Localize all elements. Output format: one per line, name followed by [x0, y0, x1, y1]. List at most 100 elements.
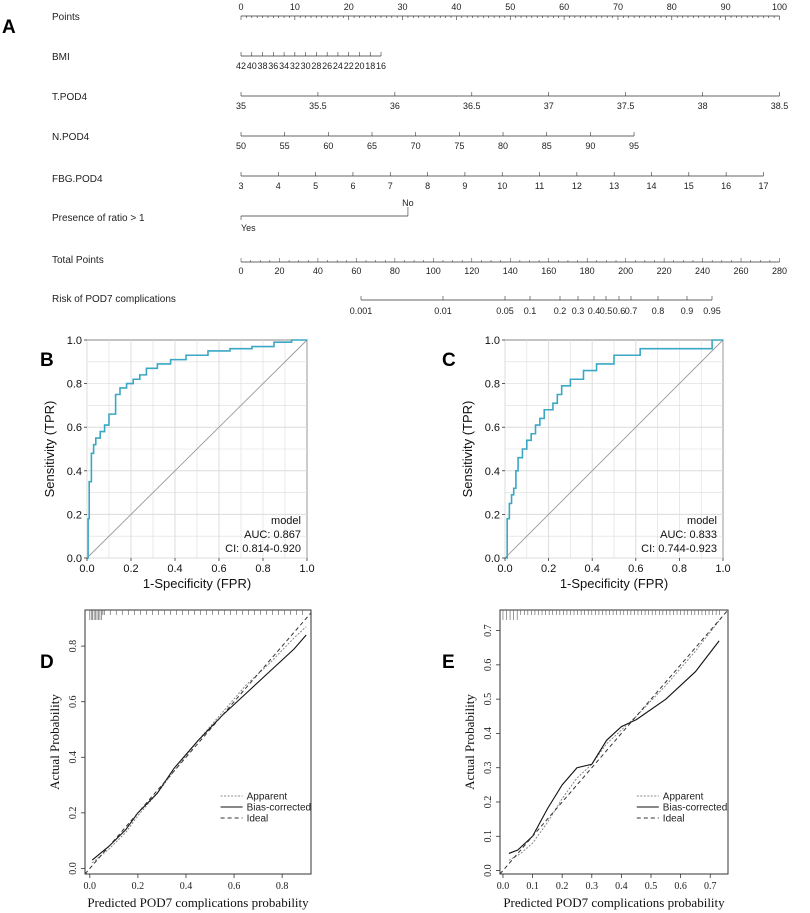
points-tick-label: 80: [667, 2, 677, 12]
legend-title: model: [271, 515, 301, 527]
y-tick-label: 0.4: [68, 751, 79, 764]
nomogram-tick-label: 30: [301, 61, 311, 71]
calibration-chart-d: 0.0 0.2 0.4 0.6 0.8 0.0 0.2 0.4 0.6 0.8 Predicted …: [47, 609, 312, 910]
y-tick-label: 0.1: [483, 830, 494, 843]
y-tick-label: 0.3: [483, 761, 494, 774]
risk-tick-label: 0.3: [572, 306, 585, 316]
x-axis-title: Predicted POD7 complications probability: [87, 895, 309, 910]
x-axis-title: 1-Specificity (FPR): [143, 576, 251, 591]
total-tick-label: 0: [238, 266, 243, 276]
y-tick-label: 0.6: [68, 695, 79, 708]
nomogram-tick-label: 65: [367, 141, 377, 151]
nomogram-tick-label: 35: [236, 101, 246, 111]
risk-tick-label: 0.2: [554, 306, 567, 316]
panel-label-c: C: [442, 350, 456, 371]
nomogram-tick-label: 37.5: [617, 101, 635, 111]
total-tick-label: 60: [351, 266, 361, 276]
points-tick-label: 50: [505, 2, 515, 12]
plot-frame: [499, 609, 729, 875]
y-tick-label: 0.4: [483, 727, 494, 740]
x-tick-label: 0.6: [211, 563, 226, 575]
y-axis-title: Sensitivity (TPR): [42, 401, 57, 498]
x-axis-title: Predicted POD7 complications probability: [503, 895, 725, 910]
calibration-line-ideal: [84, 612, 312, 875]
points-tick-label: 10: [290, 2, 300, 12]
nomogram-tick-label: 70: [411, 141, 421, 151]
points-tick-label: 0: [238, 2, 243, 12]
x-tick-label: 0.4: [167, 563, 182, 575]
risk-tick-label: 0.001: [350, 306, 373, 316]
ratio-label-yes: Yes: [241, 223, 256, 233]
legend-title: model: [687, 515, 717, 527]
nomogram-tick-label: 38: [258, 61, 268, 71]
y-tick-label: 0.7: [483, 624, 494, 637]
calibration-line-apparent: [508, 616, 723, 861]
y-tick-label: 0.5: [483, 693, 494, 706]
points-tick-label: 90: [721, 2, 731, 12]
calibration-chart-e: 0.0 0.1 0.2 0.3 0.4 0.5 0.6 0.7 0.0 0.1 0.2 0.3 0.4 0…: [462, 609, 729, 910]
nomogram-label-2: T.POD4: [52, 92, 87, 103]
points-tick-label: 70: [613, 2, 623, 12]
nomogram-tick-label: 35.5: [309, 101, 327, 111]
y-tick-label: 0.2: [67, 509, 82, 521]
y-axis-title: Sensitivity (TPR): [460, 401, 475, 498]
total-tick-label: 220: [657, 266, 672, 276]
total-tick-label: 40: [313, 266, 323, 276]
nomogram-label-7: Risk of POD7 complications: [52, 294, 176, 305]
x-tick-label: 0.0: [84, 881, 97, 892]
x-tick-label: 0.4: [615, 881, 628, 892]
reference-diagonal-line: [504, 339, 724, 559]
risk-tick-label: 0.4: [588, 306, 601, 316]
x-tick-label: 0.2: [541, 563, 556, 575]
nomogram-tick-label: 36: [390, 101, 400, 111]
ci-label: CI: 0.744-0.923: [641, 543, 717, 555]
y-tick-label: 0.4: [67, 466, 82, 478]
total-tick-label: 120: [464, 266, 479, 276]
nomogram-tick-label: 37: [544, 101, 554, 111]
nomogram-label-4: FBG.POD4: [52, 174, 103, 185]
nomogram-tick-label: 10: [497, 181, 507, 191]
nomogram-tick-label: 40: [247, 61, 257, 71]
y-tick-label: 0.0: [67, 553, 82, 565]
x-tick-label: 1.0: [299, 563, 314, 575]
ci-label: CI: 0.814-0.920: [225, 543, 301, 555]
plot-frame: [84, 609, 312, 875]
legend-label: Bias-corrected: [663, 803, 727, 814]
nomogram-label-5: Presence of ratio > 1: [52, 213, 145, 224]
y-tick-label: 0.6: [483, 659, 494, 672]
nomogram-tick-label: 32: [290, 61, 300, 71]
nomogram-tick-label: 28: [311, 61, 321, 71]
nomogram-tick-label: 6: [350, 181, 355, 191]
nomogram-tick-label: 15: [684, 181, 694, 191]
x-tick-label: 0.8: [672, 563, 687, 575]
nomogram-tick-label: 17: [758, 181, 768, 191]
nomogram-tick-label: 4: [276, 181, 281, 191]
nomogram-tick-label: 34: [279, 61, 289, 71]
nomogram: Points BMI T.POD4 N.POD4 FBG.POD4 Presence of…: [52, 2, 788, 316]
x-tick-label: 0.1: [526, 881, 539, 892]
nomogram-tick-label: 7: [388, 181, 393, 191]
x-tick-label: 0.7: [704, 881, 717, 892]
y-tick-label: 1.0: [67, 335, 82, 347]
panel-label-d: D: [40, 652, 54, 673]
y-tick-label: 0.6: [485, 422, 500, 434]
y-tick-label: 0.4: [485, 466, 500, 478]
total-tick-label: 80: [390, 266, 400, 276]
panel-label-a: A: [2, 17, 16, 38]
y-tick-label: 0.0: [483, 864, 494, 877]
nomogram-tick-label: 80: [498, 141, 508, 151]
nomogram-tick-label: 20: [354, 61, 364, 71]
nomogram-tick-label: 16: [721, 181, 731, 191]
ratio-label-no: No: [402, 198, 414, 208]
auc-label: AUC: 0.867: [244, 529, 301, 541]
calibration-line-apparent: [91, 626, 307, 864]
total-tick-label: 100: [426, 266, 441, 276]
x-tick-label: 0.2: [123, 563, 138, 575]
nomogram-tick-label: 5: [313, 181, 318, 191]
risk-tick-label: 0.6: [613, 306, 626, 316]
x-tick-label: 0.8: [255, 563, 270, 575]
calibration-line-bias-corrected: [508, 640, 720, 854]
reference-diagonal-line: [86, 339, 308, 559]
y-tick-label: 0.2: [485, 509, 500, 521]
y-tick-label: 0.0: [485, 553, 500, 565]
